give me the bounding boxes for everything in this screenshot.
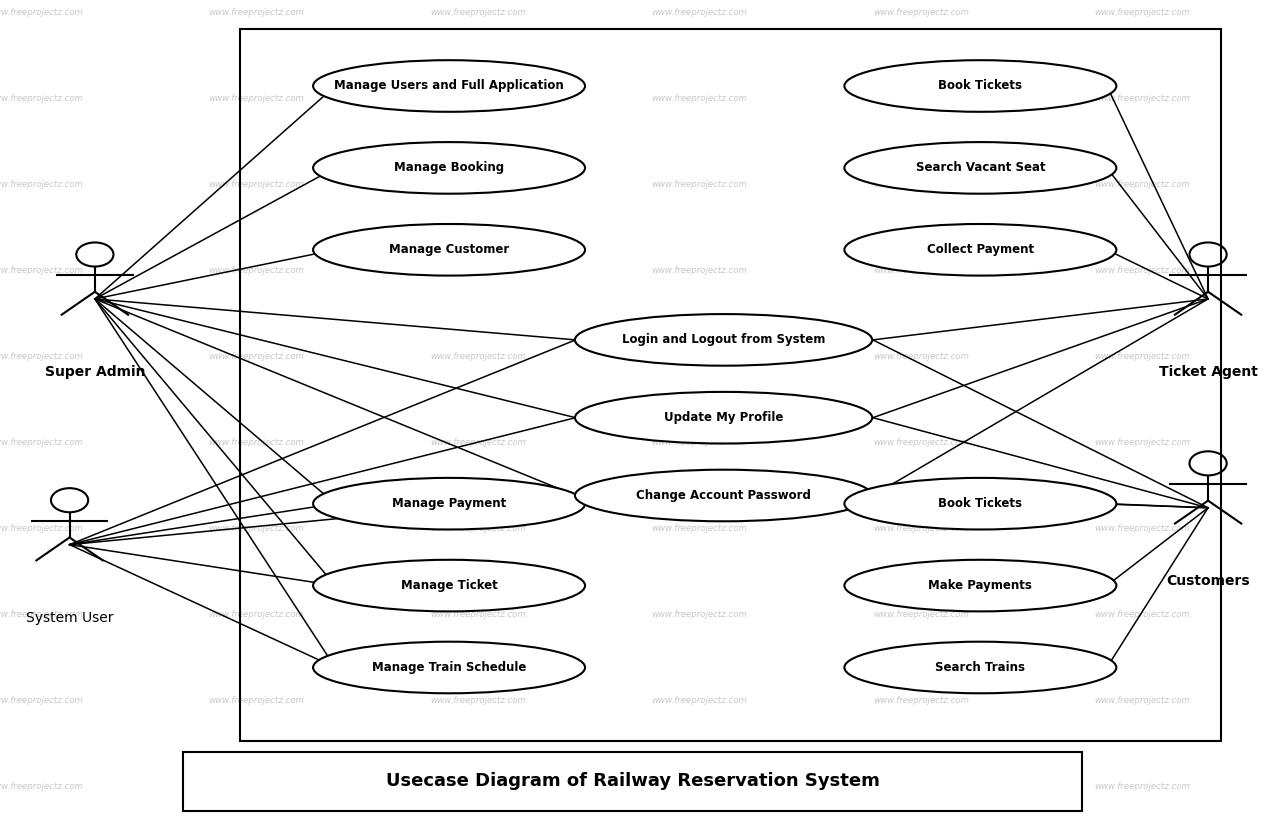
Ellipse shape [845,560,1116,611]
Text: www.freeprojectz.com: www.freeprojectz.com [651,438,748,446]
Text: www.freeprojectz.com: www.freeprojectz.com [873,180,969,188]
Text: Collect Payment: Collect Payment [927,243,1034,256]
Ellipse shape [845,478,1116,529]
Text: Search Trains: Search Trains [935,661,1026,674]
Text: www.freeprojectz.com: www.freeprojectz.com [209,524,305,532]
Text: Book Tickets: Book Tickets [939,497,1022,510]
Text: www.freeprojectz.com: www.freeprojectz.com [209,610,305,618]
Text: www.freeprojectz.com: www.freeprojectz.com [0,266,83,274]
Text: www.freeprojectz.com: www.freeprojectz.com [1094,696,1190,704]
Text: Ticket Agent: Ticket Agent [1159,365,1257,379]
Text: Super Admin: Super Admin [44,365,145,379]
Text: www.freeprojectz.com: www.freeprojectz.com [430,8,526,16]
Text: Book Tickets: Book Tickets [939,79,1022,93]
Text: www.freeprojectz.com: www.freeprojectz.com [873,8,969,16]
Text: Change Account Password: Change Account Password [636,489,811,502]
Text: www.freeprojectz.com: www.freeprojectz.com [873,438,969,446]
Text: www.freeprojectz.com: www.freeprojectz.com [651,352,748,360]
Ellipse shape [312,143,584,193]
Text: www.freeprojectz.com: www.freeprojectz.com [873,352,969,360]
Ellipse shape [845,224,1116,276]
Text: Usecase Diagram of Railway Reservation System: Usecase Diagram of Railway Reservation S… [386,772,879,790]
Text: Search Vacant Seat: Search Vacant Seat [916,161,1045,174]
Text: www.freeprojectz.com: www.freeprojectz.com [0,180,83,188]
Text: www.freeprojectz.com: www.freeprojectz.com [209,8,305,16]
Ellipse shape [574,470,873,522]
Text: www.freeprojectz.com: www.freeprojectz.com [209,94,305,102]
Text: www.freeprojectz.com: www.freeprojectz.com [0,94,83,102]
Text: www.freeprojectz.com: www.freeprojectz.com [1094,610,1190,618]
Text: Manage Users and Full Application: Manage Users and Full Application [334,79,564,93]
Text: www.freeprojectz.com: www.freeprojectz.com [0,352,83,360]
Text: Manage Train Schedule: Manage Train Schedule [372,661,526,674]
Text: www.freeprojectz.com: www.freeprojectz.com [430,180,526,188]
Text: www.freeprojectz.com: www.freeprojectz.com [873,94,969,102]
Ellipse shape [574,391,873,444]
Text: www.freeprojectz.com: www.freeprojectz.com [0,438,83,446]
Text: Customers: Customers [1166,573,1250,588]
Text: www.freeprojectz.com: www.freeprojectz.com [651,266,748,274]
Text: www.freeprojectz.com: www.freeprojectz.com [430,524,526,532]
Text: Manage Payment: Manage Payment [392,497,506,510]
Ellipse shape [312,61,584,111]
Text: Update My Profile: Update My Profile [664,411,783,424]
Text: www.freeprojectz.com: www.freeprojectz.com [0,524,83,532]
Text: www.freeprojectz.com: www.freeprojectz.com [651,610,748,618]
Text: www.freeprojectz.com: www.freeprojectz.com [430,352,526,360]
Text: www.freeprojectz.com: www.freeprojectz.com [651,782,748,790]
Text: www.freeprojectz.com: www.freeprojectz.com [873,696,969,704]
Text: www.freeprojectz.com: www.freeprojectz.com [651,8,748,16]
Text: www.freeprojectz.com: www.freeprojectz.com [209,266,305,274]
Ellipse shape [312,560,584,611]
Text: Manage Ticket: Manage Ticket [401,579,497,592]
Text: Make Payments: Make Payments [929,579,1032,592]
Ellipse shape [845,642,1116,693]
Text: www.freeprojectz.com: www.freeprojectz.com [1094,8,1190,16]
Ellipse shape [845,143,1116,193]
Text: System User: System User [25,611,114,625]
Ellipse shape [845,61,1116,111]
Text: www.freeprojectz.com: www.freeprojectz.com [651,180,748,188]
Text: www.freeprojectz.com: www.freeprojectz.com [430,782,526,790]
Text: www.freeprojectz.com: www.freeprojectz.com [651,524,748,532]
Text: www.freeprojectz.com: www.freeprojectz.com [1094,352,1190,360]
Ellipse shape [312,642,584,693]
Ellipse shape [574,314,873,365]
Text: www.freeprojectz.com: www.freeprojectz.com [209,696,305,704]
Text: www.freeprojectz.com: www.freeprojectz.com [1094,524,1190,532]
Text: www.freeprojectz.com: www.freeprojectz.com [1094,438,1190,446]
Text: www.freeprojectz.com: www.freeprojectz.com [209,438,305,446]
Text: www.freeprojectz.com: www.freeprojectz.com [873,266,969,274]
Text: www.freeprojectz.com: www.freeprojectz.com [651,94,748,102]
Text: Manage Customer: Manage Customer [388,243,510,256]
Text: www.freeprojectz.com: www.freeprojectz.com [873,524,969,532]
Ellipse shape [312,478,584,529]
Text: www.freeprojectz.com: www.freeprojectz.com [209,782,305,790]
Text: www.freeprojectz.com: www.freeprojectz.com [873,610,969,618]
Text: www.freeprojectz.com: www.freeprojectz.com [0,8,83,16]
Text: www.freeprojectz.com: www.freeprojectz.com [430,266,526,274]
Text: Manage Booking: Manage Booking [393,161,505,174]
Text: www.freeprojectz.com: www.freeprojectz.com [1094,94,1190,102]
Ellipse shape [312,224,584,276]
Text: www.freeprojectz.com: www.freeprojectz.com [430,610,526,618]
Text: www.freeprojectz.com: www.freeprojectz.com [430,94,526,102]
Text: Login and Logout from System: Login and Logout from System [622,333,825,346]
FancyBboxPatch shape [183,752,1082,811]
Text: www.freeprojectz.com: www.freeprojectz.com [1094,180,1190,188]
Text: www.freeprojectz.com: www.freeprojectz.com [0,696,83,704]
Text: www.freeprojectz.com: www.freeprojectz.com [873,782,969,790]
Text: www.freeprojectz.com: www.freeprojectz.com [0,610,83,618]
Text: www.freeprojectz.com: www.freeprojectz.com [209,352,305,360]
Text: www.freeprojectz.com: www.freeprojectz.com [1094,266,1190,274]
Text: www.freeprojectz.com: www.freeprojectz.com [430,438,526,446]
Text: www.freeprojectz.com: www.freeprojectz.com [209,180,305,188]
Text: www.freeprojectz.com: www.freeprojectz.com [0,782,83,790]
Text: www.freeprojectz.com: www.freeprojectz.com [1094,782,1190,790]
Text: www.freeprojectz.com: www.freeprojectz.com [430,696,526,704]
Text: www.freeprojectz.com: www.freeprojectz.com [651,696,748,704]
